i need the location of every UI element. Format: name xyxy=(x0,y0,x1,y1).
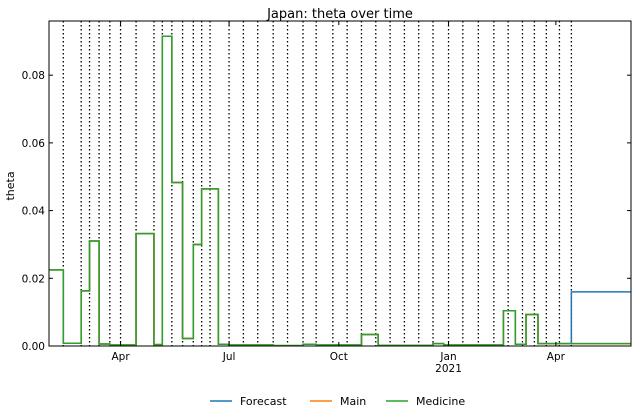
y-tick-label: 0.00 xyxy=(22,341,45,353)
legend-label-main: Main xyxy=(340,395,366,408)
x-tick-label: Apr xyxy=(111,351,130,363)
legend: Forecast Main Medicine xyxy=(210,395,465,408)
change-date-lines xyxy=(62,21,573,346)
x-tick-label: Oct xyxy=(330,351,348,363)
x-tick-label: Jul xyxy=(222,351,236,363)
y-axis-label: theta xyxy=(4,171,17,200)
x-tick-label: Apr xyxy=(547,351,566,363)
series-line-medicine xyxy=(49,35,631,347)
legend-label-forecast: Forecast xyxy=(240,395,287,408)
x-tick-sublabel: 2021 xyxy=(435,363,462,375)
y-tick-label: 0.02 xyxy=(22,273,45,285)
x-tick-label: Jan xyxy=(439,351,456,363)
chart-title: Japan: theta over time xyxy=(266,7,413,22)
series-lines xyxy=(49,35,631,347)
y-tick-label: 0.06 xyxy=(22,138,46,150)
y-tick-label: 0.08 xyxy=(22,70,45,82)
legend-label-medicine: Medicine xyxy=(416,395,465,408)
plot-frame xyxy=(48,20,632,347)
y-axis-ticks: 0.00 0.02 0.04 0.06 0.08 xyxy=(22,70,631,353)
y-tick-label: 0.04 xyxy=(22,206,46,218)
